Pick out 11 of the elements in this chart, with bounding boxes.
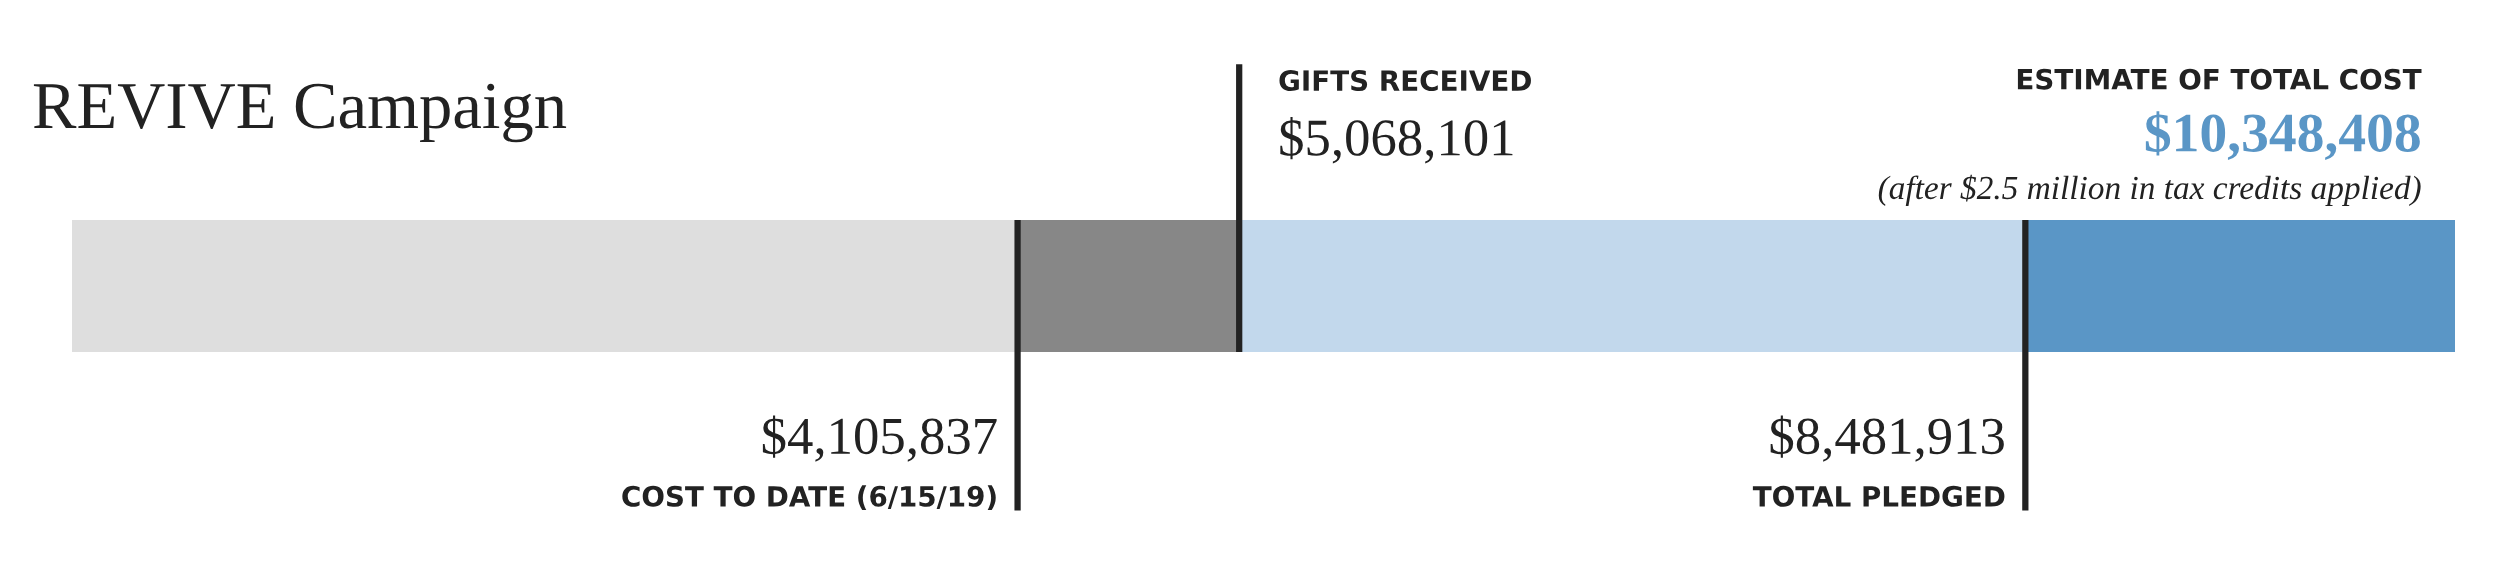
- text: ESTIMATE OF TOTAL COST: [2017, 68, 2422, 90]
- ref-line-label: COST TO DATE (6/15/19): [622, 485, 996, 511]
- chart-title: REVIVE Campaign: [33, 83, 567, 143]
- ref-line-label: TOTAL PLEDGED: [1752, 485, 2005, 507]
- ref-line-label: GIFTS RECEIVED: [1279, 70, 1531, 92]
- bar: [2025, 220, 2455, 352]
- annotation: $8,481,913: [1770, 415, 2004, 462]
- annotation: $5,068,101: [1280, 117, 1513, 164]
- annotation: $4,105,837: [762, 415, 997, 462]
- text: (after $2.5 million in tax credits applied): [1878, 174, 2421, 206]
- text: $10,348,408: [2145, 111, 2420, 160]
